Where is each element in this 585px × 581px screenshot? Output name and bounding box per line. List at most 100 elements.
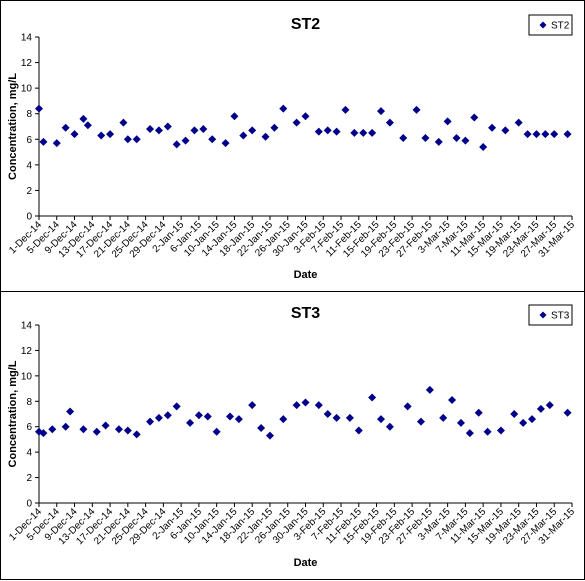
data-point xyxy=(332,413,341,422)
y-tick-label: 2 xyxy=(26,473,32,484)
data-point xyxy=(203,412,212,421)
data-point xyxy=(48,425,57,434)
data-point xyxy=(248,126,257,135)
data-point xyxy=(248,401,257,410)
legend-marker xyxy=(539,311,547,319)
data-point xyxy=(221,139,230,148)
data-point xyxy=(470,113,479,122)
data-point xyxy=(92,427,101,436)
data-point xyxy=(496,426,505,435)
data-point xyxy=(528,415,537,424)
data-point xyxy=(172,140,181,149)
data-point xyxy=(52,139,61,148)
data-point xyxy=(132,135,141,144)
data-point xyxy=(377,107,386,116)
data-point xyxy=(416,417,425,426)
data-point xyxy=(465,429,474,438)
data-point xyxy=(194,411,203,420)
data-point xyxy=(514,118,523,127)
data-point xyxy=(377,415,386,424)
data-point xyxy=(421,134,430,143)
data-point xyxy=(61,123,70,132)
data-point xyxy=(536,404,545,413)
y-tick-label: 10 xyxy=(21,371,33,382)
data-point xyxy=(79,425,88,434)
data-point xyxy=(345,413,354,422)
data-point xyxy=(550,130,559,139)
data-point xyxy=(439,413,448,422)
data-point xyxy=(461,136,470,145)
data-point xyxy=(368,128,377,137)
y-tick-label: 6 xyxy=(26,422,32,433)
data-point xyxy=(350,128,359,137)
data-point xyxy=(359,128,368,137)
data-point xyxy=(70,130,79,139)
x-axis-title: Date xyxy=(294,557,318,569)
data-point xyxy=(39,429,48,438)
data-point xyxy=(354,426,363,435)
chart-title: ST3 xyxy=(291,305,320,322)
data-point xyxy=(425,385,434,394)
data-point xyxy=(154,413,163,422)
y-tick-label: 4 xyxy=(26,160,32,171)
data-point xyxy=(448,396,457,405)
data-point xyxy=(301,112,310,121)
y-axis-title: Concentration, mg/L xyxy=(7,73,19,180)
data-point xyxy=(66,407,75,416)
data-point xyxy=(239,131,248,140)
data-point xyxy=(519,418,528,427)
data-point xyxy=(488,123,497,132)
data-point xyxy=(146,417,155,426)
data-point xyxy=(234,415,243,424)
data-point xyxy=(341,105,350,114)
data-point xyxy=(279,415,288,424)
data-point xyxy=(501,126,510,135)
chart-st3: ST3024681012141-Dec-145-Dec-149-Dec-1413… xyxy=(7,304,577,569)
data-point xyxy=(225,412,234,421)
data-point xyxy=(79,114,88,123)
data-point xyxy=(123,426,132,435)
data-point xyxy=(39,137,48,146)
data-point xyxy=(114,425,123,434)
chart-panel-st2: ST2 0 2 4 6 8 10 12 14 1-Dec-14 5-Dec-14 9-Dec-14 13… xyxy=(0,0,585,292)
data-point xyxy=(323,410,332,418)
data-point xyxy=(323,126,332,135)
data-point xyxy=(510,410,519,418)
data-point xyxy=(172,402,181,411)
data-point xyxy=(119,118,128,127)
data-point xyxy=(456,418,465,427)
data-point xyxy=(292,118,301,127)
data-point xyxy=(474,408,483,417)
chart-panel-st3: ST3 0 2 4 6 8 10 12 14 1-Dec-14 5-Dec-14 9-Dec-14 13… xyxy=(0,291,585,580)
data-point xyxy=(532,130,541,139)
data-point xyxy=(385,118,394,127)
data-point xyxy=(385,422,394,431)
data-point xyxy=(301,398,310,407)
legend-box xyxy=(528,304,573,326)
data-point xyxy=(261,132,270,141)
data-point xyxy=(208,135,217,144)
y-tick-label: 10 xyxy=(21,84,33,95)
data-point xyxy=(123,135,132,144)
data-point xyxy=(163,122,172,131)
data-point xyxy=(163,411,172,420)
y-tick-label: 8 xyxy=(26,109,32,120)
data-point xyxy=(199,125,208,134)
legend-label: ST2 xyxy=(551,21,570,32)
data-point xyxy=(541,130,550,139)
y-tick-label: 12 xyxy=(21,346,33,357)
data-point xyxy=(314,127,323,136)
data-point xyxy=(563,130,572,139)
data-point xyxy=(545,401,554,410)
data-point xyxy=(35,104,43,113)
data-point xyxy=(83,121,92,130)
data-point xyxy=(452,134,461,143)
data-point xyxy=(101,421,110,430)
data-point xyxy=(483,427,492,436)
y-tick-label: 4 xyxy=(26,448,32,459)
data-point xyxy=(279,104,288,113)
y-tick-label: 14 xyxy=(21,33,33,44)
data-point xyxy=(190,126,199,135)
y-tick-label: 0 xyxy=(26,499,32,510)
data-point xyxy=(97,131,106,140)
